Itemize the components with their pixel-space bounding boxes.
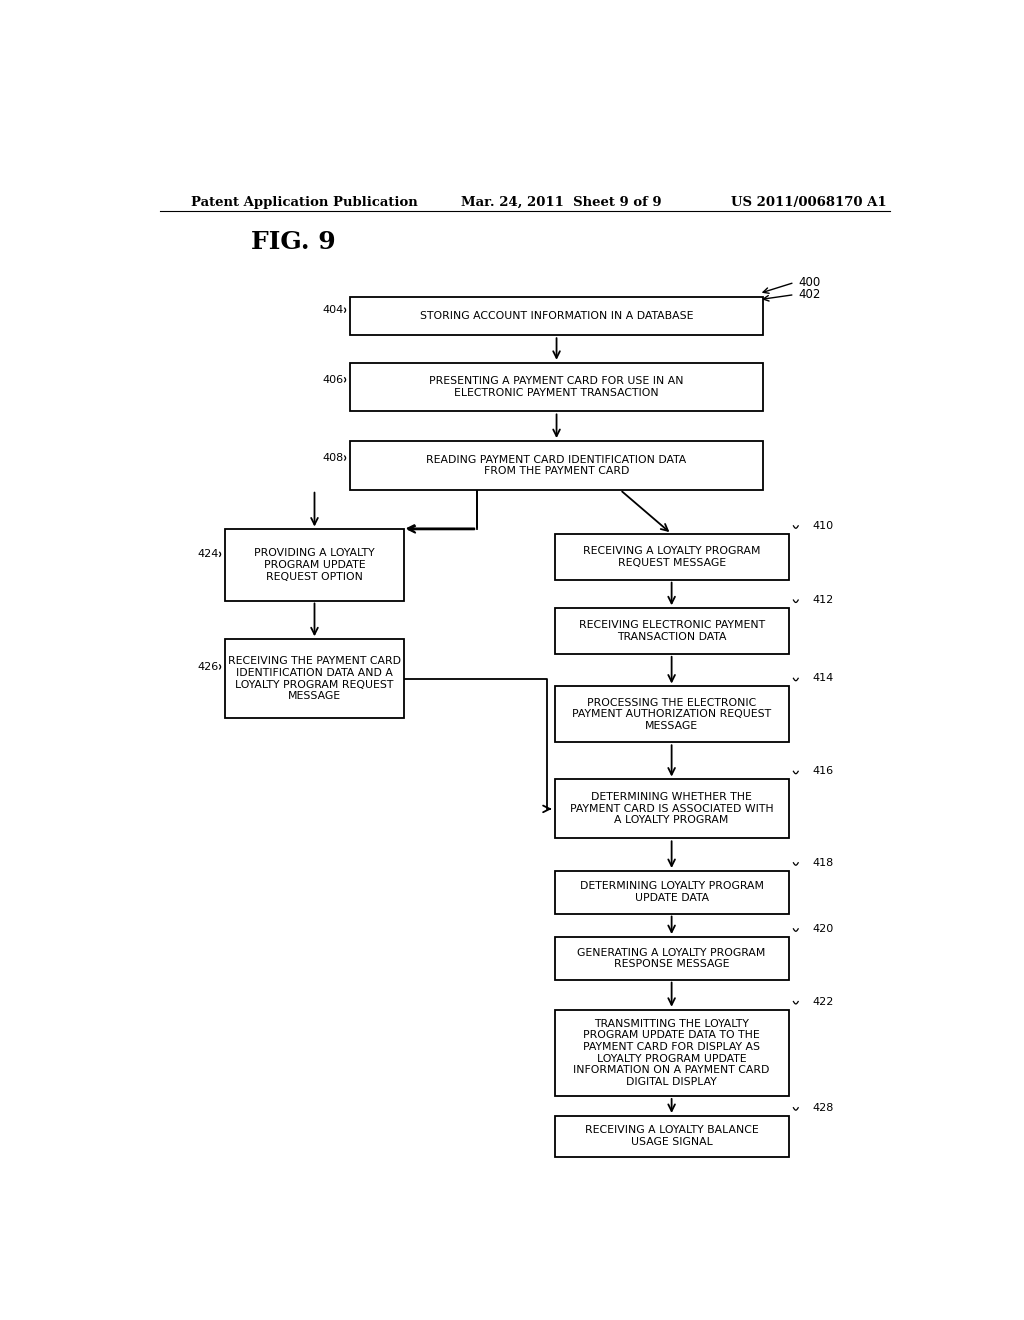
Bar	[350, 441, 763, 490]
Bar	[225, 639, 403, 718]
Bar	[350, 297, 763, 335]
Bar	[555, 609, 788, 653]
Text: 416: 416	[812, 767, 834, 776]
Text: Patent Application Publication: Patent Application Publication	[191, 195, 418, 209]
Text: RECEIVING THE PAYMENT CARD
IDENTIFICATION DATA AND A
LOYALTY PROGRAM REQUEST
MES: RECEIVING THE PAYMENT CARD IDENTIFICATIO…	[228, 656, 401, 701]
Text: STORING ACCOUNT INFORMATION IN A DATABASE: STORING ACCOUNT INFORMATION IN A DATABAS…	[420, 312, 693, 321]
Bar	[555, 1115, 788, 1156]
Bar	[225, 529, 403, 601]
Bar	[555, 779, 788, 838]
Bar	[555, 1010, 788, 1096]
Bar	[555, 686, 788, 742]
Text: 404: 404	[323, 305, 344, 315]
Text: RECEIVING A LOYALTY BALANCE
USAGE SIGNAL: RECEIVING A LOYALTY BALANCE USAGE SIGNAL	[585, 1126, 759, 1147]
Text: 422: 422	[812, 997, 834, 1007]
Text: 414: 414	[812, 673, 834, 684]
Text: PRESENTING A PAYMENT CARD FOR USE IN AN
ELECTRONIC PAYMENT TRANSACTION: PRESENTING A PAYMENT CARD FOR USE IN AN …	[429, 376, 684, 397]
Text: FIG. 9: FIG. 9	[251, 230, 336, 253]
Text: 410: 410	[812, 521, 834, 531]
Text: 418: 418	[812, 858, 834, 867]
Text: 428: 428	[812, 1102, 834, 1113]
Text: 408: 408	[323, 453, 344, 463]
Text: 402: 402	[799, 288, 821, 301]
Text: DETERMINING LOYALTY PROGRAM
UPDATE DATA: DETERMINING LOYALTY PROGRAM UPDATE DATA	[580, 882, 764, 903]
Text: PROVIDING A LOYALTY
PROGRAM UPDATE
REQUEST OPTION: PROVIDING A LOYALTY PROGRAM UPDATE REQUE…	[254, 548, 375, 582]
Text: US 2011/0068170 A1: US 2011/0068170 A1	[731, 195, 887, 209]
Bar	[555, 937, 788, 979]
Text: 424: 424	[198, 549, 219, 560]
Text: RECEIVING ELECTRONIC PAYMENT
TRANSACTION DATA: RECEIVING ELECTRONIC PAYMENT TRANSACTION…	[579, 620, 765, 642]
Bar	[555, 871, 788, 913]
Text: 400: 400	[799, 276, 821, 289]
Text: 420: 420	[812, 924, 834, 933]
Text: Mar. 24, 2011  Sheet 9 of 9: Mar. 24, 2011 Sheet 9 of 9	[461, 195, 662, 209]
Text: 412: 412	[812, 595, 834, 605]
Text: 406: 406	[323, 375, 344, 384]
Bar	[555, 535, 788, 579]
Text: PROCESSING THE ELECTRONIC
PAYMENT AUTHORIZATION REQUEST
MESSAGE: PROCESSING THE ELECTRONIC PAYMENT AUTHOR…	[572, 698, 771, 731]
Text: DETERMINING WHETHER THE
PAYMENT CARD IS ASSOCIATED WITH
A LOYALTY PROGRAM: DETERMINING WHETHER THE PAYMENT CARD IS …	[569, 792, 773, 825]
Text: RECEIVING A LOYALTY PROGRAM
REQUEST MESSAGE: RECEIVING A LOYALTY PROGRAM REQUEST MESS…	[583, 546, 761, 568]
Text: TRANSMITTING THE LOYALTY
PROGRAM UPDATE DATA TO THE
PAYMENT CARD FOR DISPLAY AS
: TRANSMITTING THE LOYALTY PROGRAM UPDATE …	[573, 1019, 770, 1086]
Text: GENERATING A LOYALTY PROGRAM
RESPONSE MESSAGE: GENERATING A LOYALTY PROGRAM RESPONSE ME…	[578, 948, 766, 969]
Bar	[350, 363, 763, 412]
Text: 426: 426	[198, 661, 219, 672]
Text: READING PAYMENT CARD IDENTIFICATION DATA
FROM THE PAYMENT CARD: READING PAYMENT CARD IDENTIFICATION DATA…	[426, 454, 687, 477]
